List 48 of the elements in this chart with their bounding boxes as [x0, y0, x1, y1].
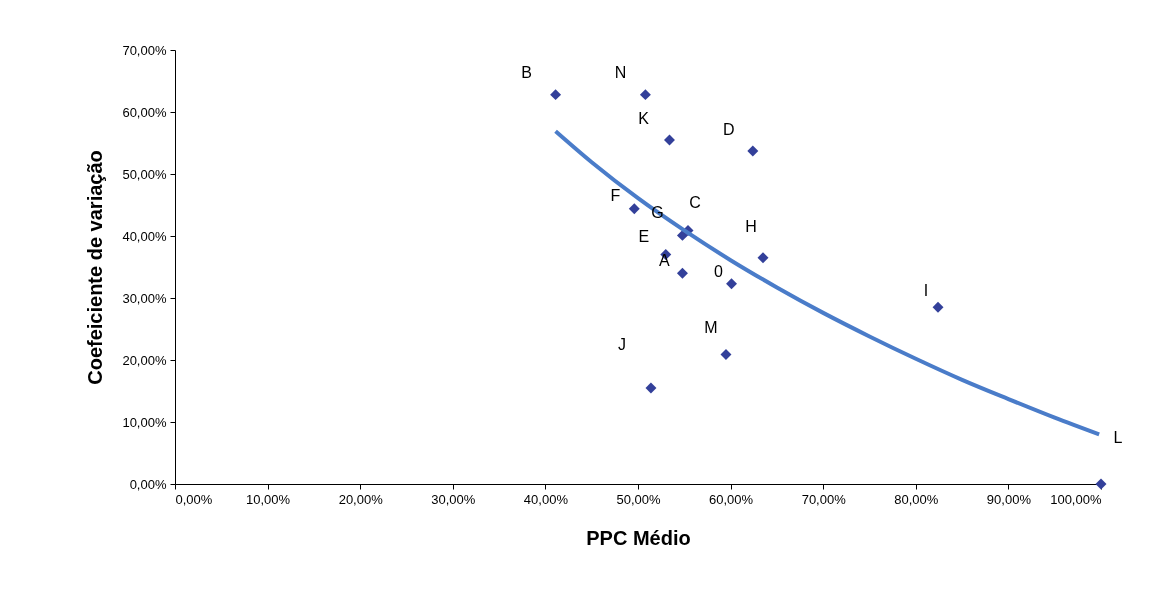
y-tick-label: 50,00%: [122, 166, 167, 182]
point: [550, 89, 562, 101]
annotation: N: [614, 63, 627, 81]
y-tick-label: 20,00%: [122, 352, 167, 368]
point: [932, 301, 944, 313]
annotation: F: [610, 186, 621, 204]
y-tick-label: 60,00%: [122, 104, 167, 120]
point: [628, 203, 640, 215]
y-axis-title: Coefeiciente de variação: [84, 150, 107, 385]
annotation: I: [923, 282, 929, 300]
x-tick-label: 60,00%: [709, 491, 754, 507]
annotation: A: [659, 252, 671, 270]
annotation: 0: [714, 262, 724, 280]
x-tick-label: 20,00%: [338, 491, 384, 507]
annotation: D: [723, 121, 735, 139]
annotation: C: [689, 194, 701, 212]
point: [639, 89, 651, 101]
point: [720, 348, 732, 360]
annotation: H: [745, 217, 757, 235]
point: [757, 252, 769, 264]
point: [676, 267, 688, 279]
x-tick-label: 70,00%: [801, 491, 847, 507]
x-tick-label: 10,00%: [246, 491, 291, 507]
annotation: J: [617, 335, 626, 353]
annotation: K: [638, 109, 650, 127]
x-tick-label: 90,00%: [986, 491, 1032, 507]
x-axis-title: PPC Médio: [586, 526, 691, 549]
annotation: E: [638, 227, 650, 245]
x-tick-label: 0,00%: [175, 491, 213, 507]
x-tick-label: 50,00%: [616, 491, 661, 507]
y-tick-label: 10,00%: [122, 414, 167, 430]
x-tick-label: 80,00%: [894, 491, 939, 507]
point: [1095, 478, 1107, 490]
point: [747, 145, 759, 157]
x-tick-label: 40,00%: [523, 491, 569, 507]
annotation: L: [1113, 429, 1123, 446]
y-tick-label: 70,00%: [122, 42, 167, 58]
y-tick-label: 30,00%: [122, 290, 167, 306]
point: [645, 382, 657, 394]
annotation: B: [521, 63, 532, 81]
point: [726, 278, 737, 290]
x-tick-label: 30,00%: [431, 491, 476, 507]
annotation: M: [704, 319, 718, 337]
y-tick-label: 40,00%: [122, 228, 167, 244]
x-tick-label: 100,00%: [1050, 491, 1102, 507]
annotation: G: [651, 204, 664, 222]
point: [664, 134, 675, 146]
y-tick-label: 0,00%: [129, 476, 167, 492]
